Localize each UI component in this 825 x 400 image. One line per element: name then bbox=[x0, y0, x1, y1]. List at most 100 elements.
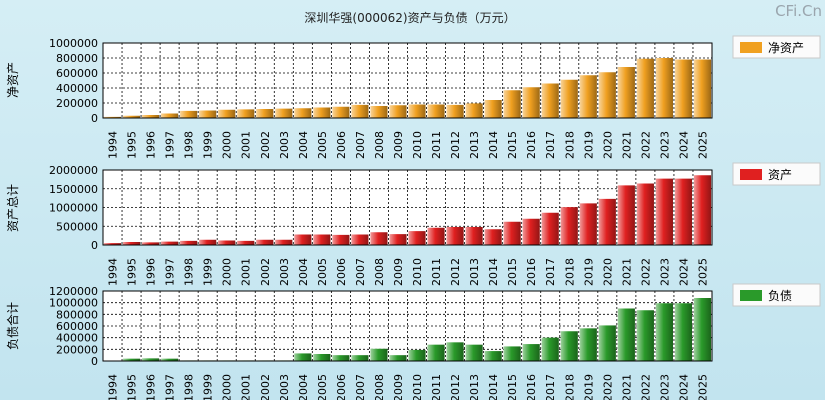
bar-2007 bbox=[351, 104, 369, 118]
y-tick-label: 800000 bbox=[56, 308, 98, 321]
x-tick-label: 2024 bbox=[677, 131, 690, 159]
bar-1999 bbox=[199, 110, 217, 118]
bar-2005 bbox=[313, 107, 331, 118]
x-tick-label: 2001 bbox=[240, 131, 253, 159]
y-tick-label: 0 bbox=[91, 239, 98, 252]
bar-2015 bbox=[503, 90, 521, 118]
x-tick-label: 1999 bbox=[202, 131, 215, 159]
x-tick-label: 2017 bbox=[544, 131, 557, 159]
bar-2009 bbox=[389, 234, 407, 245]
bar-2024 bbox=[674, 178, 693, 245]
x-tick-label: 2011 bbox=[430, 258, 443, 286]
bar-1997 bbox=[161, 113, 179, 118]
bar-2001 bbox=[237, 109, 255, 118]
bar-2022 bbox=[636, 310, 654, 361]
bar-2011 bbox=[427, 344, 445, 361]
bar-2002 bbox=[256, 239, 274, 245]
bar-2007 bbox=[351, 355, 369, 361]
y-tick-label: 600000 bbox=[56, 67, 98, 80]
legend-swatch bbox=[740, 290, 762, 301]
bar-2018 bbox=[560, 207, 578, 245]
x-tick-label: 2015 bbox=[506, 374, 519, 400]
x-tick-label: 2025 bbox=[696, 258, 709, 286]
y-tick-label: 1200000 bbox=[49, 285, 98, 298]
y-axis-label: 资产总计 bbox=[6, 184, 20, 232]
bar-1998 bbox=[180, 110, 198, 118]
x-tick-label: 2012 bbox=[449, 374, 462, 400]
legend-swatch bbox=[740, 42, 762, 53]
x-tick-label: 2016 bbox=[525, 258, 538, 286]
x-tick-label: 2003 bbox=[278, 374, 291, 400]
bar-2023 bbox=[655, 58, 673, 118]
bar-2023 bbox=[655, 303, 673, 361]
bar-1998 bbox=[180, 240, 198, 245]
x-tick-label: 2007 bbox=[354, 258, 367, 286]
x-tick-label: 2002 bbox=[259, 258, 272, 286]
x-tick-label: 1997 bbox=[164, 131, 177, 159]
legend: 资产 bbox=[732, 162, 821, 186]
bar-2024 bbox=[674, 59, 693, 118]
bar-2000 bbox=[218, 240, 236, 245]
bar-2010 bbox=[408, 231, 426, 245]
bar-1994 bbox=[103, 116, 122, 118]
bar-2011 bbox=[427, 104, 445, 118]
bar-2018 bbox=[560, 331, 578, 361]
bar-2020 bbox=[598, 72, 616, 118]
x-tick-label: 2004 bbox=[297, 374, 310, 400]
x-tick-label: 1998 bbox=[183, 258, 196, 286]
bar-2009 bbox=[389, 105, 407, 118]
x-tick-label: 2000 bbox=[221, 374, 234, 400]
x-tick-label: 2019 bbox=[582, 258, 595, 286]
x-tick-label: 2017 bbox=[544, 374, 557, 400]
x-tick-label: 2023 bbox=[658, 258, 671, 286]
y-axis-label: 负债合计 bbox=[5, 302, 20, 350]
x-tick-label: 1998 bbox=[183, 374, 196, 400]
bar-2025 bbox=[693, 175, 712, 245]
x-tick-label: 1999 bbox=[202, 374, 215, 400]
bar-2016 bbox=[522, 344, 540, 361]
x-tick-label: 2001 bbox=[240, 374, 253, 400]
bar-1996 bbox=[142, 115, 160, 118]
x-tick-label: 2005 bbox=[316, 374, 329, 400]
y-axis-label: 净资产 bbox=[6, 62, 20, 98]
x-tick-label: 2020 bbox=[601, 374, 614, 400]
bar-2014 bbox=[484, 100, 502, 118]
bar-2005 bbox=[313, 234, 331, 245]
x-tick-label: 2019 bbox=[582, 131, 595, 159]
x-tick-label: 2013 bbox=[468, 258, 481, 286]
bar-2009 bbox=[389, 355, 407, 361]
y-tick-label: 200000 bbox=[56, 343, 98, 356]
x-tick-label: 2001 bbox=[240, 258, 253, 286]
x-tick-label: 2003 bbox=[278, 258, 291, 286]
bar-2025 bbox=[693, 59, 712, 118]
x-tick-label: 2024 bbox=[677, 374, 690, 400]
bar-2021 bbox=[617, 67, 635, 118]
bar-1996 bbox=[142, 358, 160, 361]
bar-1995 bbox=[122, 242, 141, 245]
x-tick-label: 1994 bbox=[107, 131, 120, 159]
x-tick-label: 2015 bbox=[506, 258, 519, 286]
y-tick-label: 1000000 bbox=[49, 297, 98, 310]
x-tick-label: 2009 bbox=[392, 258, 405, 286]
bar-2020 bbox=[598, 198, 616, 245]
x-tick-label: 2004 bbox=[297, 258, 310, 286]
x-tick-label: 2005 bbox=[316, 131, 329, 159]
x-tick-label: 2007 bbox=[354, 131, 367, 159]
bar-2022 bbox=[636, 183, 654, 245]
legend-swatch bbox=[740, 169, 762, 180]
bar-2005 bbox=[313, 354, 331, 361]
bar-2017 bbox=[541, 83, 559, 118]
bar-2010 bbox=[408, 104, 426, 118]
legend-label: 净资产 bbox=[768, 41, 804, 55]
bar-2021 bbox=[617, 308, 635, 361]
bar-2019 bbox=[579, 75, 597, 118]
x-tick-label: 1997 bbox=[164, 374, 177, 400]
x-tick-label: 2011 bbox=[430, 131, 443, 159]
x-tick-label: 1995 bbox=[126, 131, 139, 159]
x-tick-label: 2008 bbox=[373, 374, 386, 400]
x-tick-label: 2010 bbox=[411, 131, 424, 159]
x-tick-label: 2019 bbox=[582, 374, 595, 400]
x-tick-label: 2007 bbox=[354, 374, 367, 400]
x-tick-label: 2024 bbox=[677, 258, 690, 286]
